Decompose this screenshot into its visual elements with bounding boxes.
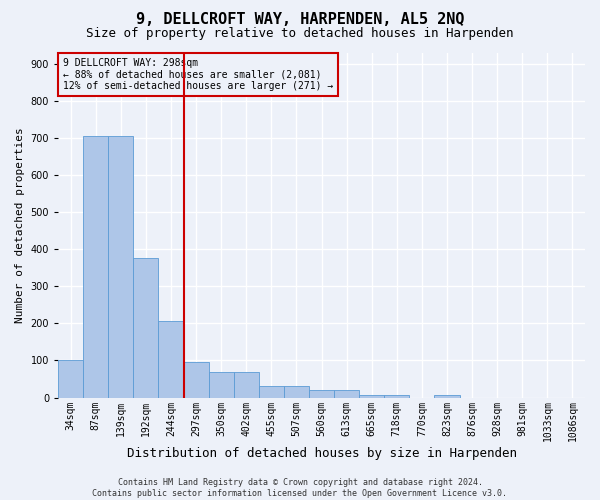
Bar xyxy=(58,360,83,398)
Bar xyxy=(334,390,359,398)
Bar xyxy=(209,372,234,398)
Bar xyxy=(384,394,409,398)
Bar xyxy=(434,394,460,398)
Text: 9, DELLCROFT WAY, HARPENDEN, AL5 2NQ: 9, DELLCROFT WAY, HARPENDEN, AL5 2NQ xyxy=(136,12,464,28)
X-axis label: Distribution of detached houses by size in Harpenden: Distribution of detached houses by size … xyxy=(127,447,517,460)
Bar xyxy=(284,386,309,398)
Bar xyxy=(309,390,334,398)
Bar xyxy=(184,362,209,398)
Text: Size of property relative to detached houses in Harpenden: Size of property relative to detached ho… xyxy=(86,28,514,40)
Bar xyxy=(133,258,158,398)
Bar xyxy=(359,394,384,398)
Bar xyxy=(158,322,184,398)
Bar xyxy=(259,386,284,398)
Bar xyxy=(234,372,259,398)
Bar xyxy=(108,136,133,398)
Y-axis label: Number of detached properties: Number of detached properties xyxy=(15,127,25,323)
Text: Contains HM Land Registry data © Crown copyright and database right 2024.
Contai: Contains HM Land Registry data © Crown c… xyxy=(92,478,508,498)
Text: 9 DELLCROFT WAY: 298sqm
← 88% of detached houses are smaller (2,081)
12% of semi: 9 DELLCROFT WAY: 298sqm ← 88% of detache… xyxy=(64,58,334,91)
Bar xyxy=(83,136,108,398)
